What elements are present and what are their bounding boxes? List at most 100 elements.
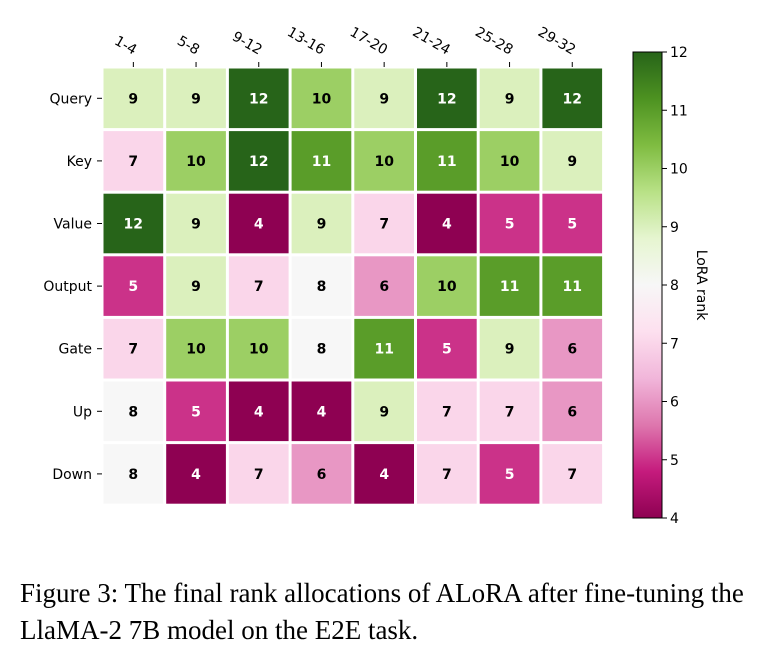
cell-value-label: 4 (317, 404, 327, 420)
heatmap-cell (479, 193, 540, 254)
cell-value-label: 7 (254, 279, 264, 295)
heatmap-cell (166, 193, 226, 254)
heatmap-cell (228, 381, 289, 442)
heatmap-cell (417, 318, 477, 379)
heatmap-cell (542, 68, 603, 129)
heatmap-cell (291, 318, 352, 379)
heatmap-cell (417, 68, 477, 129)
heatmap-cell (166, 444, 226, 504)
heatmap-cell (417, 444, 477, 504)
cell-value-label: 4 (254, 217, 264, 233)
y-tick-label: Query (49, 91, 92, 107)
cell-value-label: 4 (379, 467, 389, 483)
cell-value-label: 7 (128, 342, 138, 358)
heatmap-cell (417, 193, 477, 254)
cell-value-label: 10 (312, 91, 332, 107)
colorbar: 4 5 6 7 8 9 10 11 12 LoRA rank (632, 45, 709, 527)
cell-value-label: 7 (442, 467, 452, 483)
cell-value-label: 11 (500, 279, 519, 295)
cell-value-label: 10 (374, 154, 394, 170)
cell-value-label: 9 (191, 279, 201, 295)
heatmap-cell (479, 444, 540, 504)
heatmap-cell (354, 444, 414, 504)
heatmap-cell (291, 381, 352, 442)
x-tick-label: 1-4 (112, 33, 140, 58)
cell-value-label: 7 (254, 467, 264, 483)
x-tick-label: 29-32 (535, 24, 578, 58)
heatmap-cell (417, 381, 477, 442)
cell-value-label: 11 (563, 279, 582, 295)
heatmap-cell (354, 131, 414, 191)
cell-value-label: 11 (312, 154, 331, 170)
heatmap-cell (354, 193, 414, 254)
cell-value-label: 4 (191, 467, 201, 483)
heatmap-cell (291, 444, 352, 504)
heatmap-cell (228, 256, 289, 316)
cell-value-label: 9 (128, 91, 138, 107)
cell-value-label: 8 (128, 467, 138, 483)
colorbar-gradient (632, 51, 663, 519)
cell-value-label: 12 (249, 154, 268, 170)
heatmap-cell (479, 381, 540, 442)
heatmap-cell (166, 68, 226, 129)
heatmap-cell (228, 444, 289, 504)
cell-value-label: 5 (505, 467, 515, 483)
colorbar-tick-label: 8 (670, 278, 679, 294)
x-axis: 1-4 5-8 9-12 13-16 17-20 21-24 25-28 29-32 (112, 24, 578, 67)
cell-value-label: 8 (317, 342, 327, 358)
colorbar-tick-label: 6 (670, 395, 679, 411)
cell-value-label: 9 (567, 154, 577, 170)
heatmap-cell (166, 256, 226, 316)
heatmap-cell (479, 68, 540, 129)
cell-value-label: 5 (442, 342, 452, 358)
heatmap-cell (291, 68, 352, 129)
heatmap-cell (354, 68, 414, 129)
heatmap-cell (417, 131, 477, 191)
heatmap-cell (103, 131, 164, 191)
heatmap-cell (542, 381, 603, 442)
y-tick-label: Output (43, 279, 92, 295)
y-axis: Query Key Value Output Gate Up Down (43, 91, 102, 483)
x-tick-label: 17-20 (347, 24, 390, 58)
cell-value-label: 7 (442, 404, 452, 420)
y-tick-label: Up (73, 404, 92, 420)
cell-value-label: 9 (191, 217, 201, 233)
heatmap-cell (542, 318, 603, 379)
cell-value-label: 10 (500, 154, 520, 170)
heatmap-cell (228, 131, 289, 191)
heatmap-cell (103, 193, 164, 254)
cell-value-label: 11 (437, 154, 456, 170)
y-tick-label: Value (54, 217, 92, 233)
cell-value-label: 10 (437, 279, 457, 295)
cell-value-label: 4 (254, 404, 264, 420)
colorbar-tick-label: 10 (670, 162, 688, 178)
cell-value-label: 6 (379, 279, 389, 295)
heatmap-cell (103, 318, 164, 379)
cell-value-label: 9 (505, 342, 515, 358)
cell-value-label: 12 (563, 91, 582, 107)
colorbar-tick-label: 4 (670, 511, 679, 527)
heatmap-cell (417, 256, 477, 316)
heatmap-cell (103, 68, 164, 129)
colorbar-tick-label: 9 (670, 220, 679, 236)
cell-value-label: 7 (379, 217, 389, 233)
heatmap-cell (542, 444, 603, 504)
colorbar-tick-label: 5 (670, 453, 679, 469)
x-tick-label: 13-16 (284, 24, 327, 58)
cell-value-label: 8 (317, 279, 327, 295)
cell-value-label: 6 (567, 342, 577, 358)
heatmap-cell (354, 256, 414, 316)
x-tick-label: 9-12 (229, 29, 265, 59)
heatmap-cell (542, 193, 603, 254)
heatmap-cell (479, 318, 540, 379)
heatmap-cell (228, 68, 289, 129)
cell-value-label: 9 (379, 404, 389, 420)
cell-value-label: 10 (186, 154, 206, 170)
cell-value-label: 6 (317, 467, 327, 483)
cell-value-label: 10 (249, 342, 269, 358)
heatmap-cell (354, 318, 414, 379)
cell-value-label: 9 (317, 217, 327, 233)
cell-value-label: 5 (128, 279, 138, 295)
heatmap-cell (291, 131, 352, 191)
